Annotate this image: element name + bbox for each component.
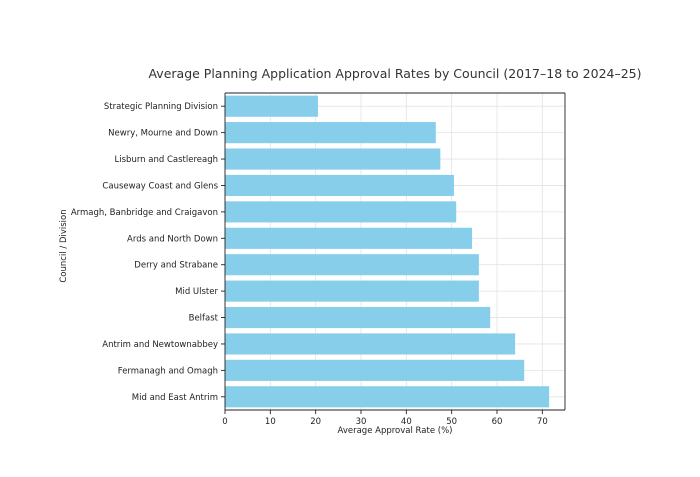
x-tick-label: 0 xyxy=(222,417,227,427)
category-label: Lisburn and Castlereagh xyxy=(115,155,218,165)
bar xyxy=(225,148,441,170)
bar xyxy=(225,306,491,329)
bars-layer xyxy=(225,95,550,408)
category-label: Newry, Mourne and Down xyxy=(108,129,218,139)
bar xyxy=(225,359,525,381)
x-tick-label: 40 xyxy=(401,417,412,427)
bar xyxy=(225,280,479,302)
bar xyxy=(225,227,473,249)
labels-layer: 0 10 20 30 40 50 60 70 Strategic Planning Divisi… xyxy=(71,102,548,427)
bar xyxy=(225,95,318,117)
bar xyxy=(225,254,479,276)
category-label: Armagh, Banbridge and Craigavon xyxy=(71,208,218,218)
category-label: Causeway Coast and Glens xyxy=(102,181,218,191)
x-axis-label: Average Approval Rate (%) xyxy=(338,426,453,436)
category-label: Fermanagh and Omagh xyxy=(118,366,218,376)
bar xyxy=(225,333,516,355)
bar xyxy=(225,386,550,408)
bar xyxy=(225,201,457,223)
axes-layer xyxy=(221,92,566,414)
bar xyxy=(225,122,436,144)
category-label: Mid and East Antrim xyxy=(132,393,218,403)
category-label: Strategic Planning Division xyxy=(104,102,218,112)
y-axis-label: Council / Division xyxy=(59,209,69,282)
x-tick-label: 20 xyxy=(310,417,321,427)
category-label: Mid Ulster xyxy=(175,287,218,297)
x-tick-label: 60 xyxy=(492,417,503,427)
x-tick-label: 10 xyxy=(265,417,276,427)
chart-title: Average Planning Application Approval Ra… xyxy=(148,66,641,81)
category-label: Belfast xyxy=(189,314,219,324)
category-label: Derry and Strabane xyxy=(134,261,218,271)
x-tick-label: 30 xyxy=(356,417,367,427)
x-tick-label: 70 xyxy=(537,417,548,427)
x-tick-label: 50 xyxy=(446,417,457,427)
category-label: Ards and North Down xyxy=(127,234,218,244)
bar xyxy=(225,174,454,197)
category-label: Antrim and Newtownabbey xyxy=(102,340,218,350)
